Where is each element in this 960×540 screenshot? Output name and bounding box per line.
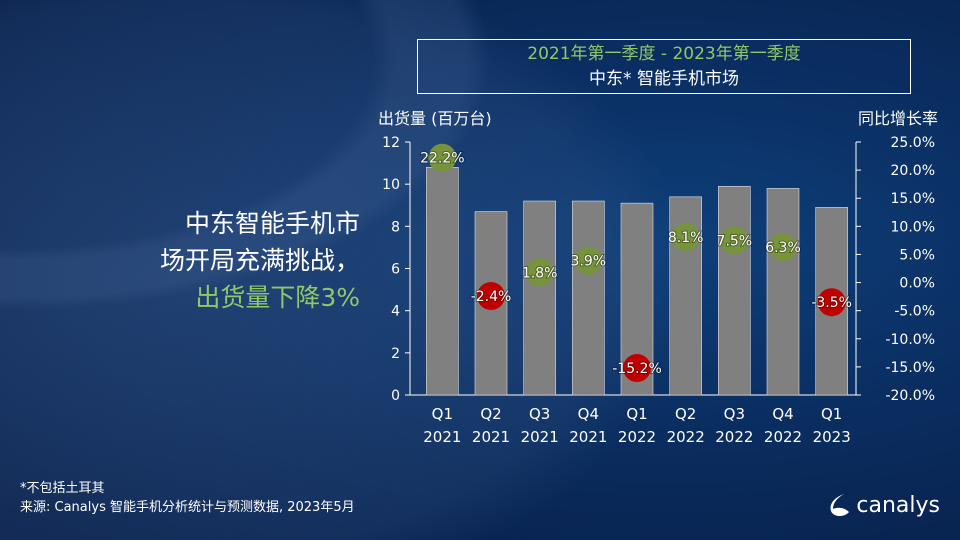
y-tick-label: 2 xyxy=(391,346,400,362)
growth-marker xyxy=(428,143,457,172)
logo-text: canalys xyxy=(856,492,940,518)
y2-tick-label: -20.0% xyxy=(885,388,935,404)
y2-tick-label: -10.0% xyxy=(885,332,935,348)
y2-tick-label: 10.0% xyxy=(891,219,935,235)
x-tick-label: Q2 xyxy=(480,405,501,423)
x-tick-label: 2022 xyxy=(618,428,656,446)
y-tick-label: 10 xyxy=(382,177,400,193)
x-tick-label: 2021 xyxy=(423,428,461,446)
source-note: 来源: Canalys 智能手机分析统计与预测数据, 2023年5月 xyxy=(20,500,355,515)
x-tick-label: 2021 xyxy=(569,428,607,446)
bar xyxy=(718,185,751,396)
growth-data-label: 1.8% xyxy=(522,265,558,281)
growth-marker xyxy=(720,226,749,255)
growth-marker xyxy=(817,288,846,317)
y2-tick-label: 0.0% xyxy=(899,276,935,292)
chart-title-box: 2021年第一季度 - 2023年第一季度 中东* 智能手机市场 xyxy=(417,39,911,94)
chart-title: 中东* 智能手机市场 xyxy=(589,69,739,89)
x-tick-label: 2022 xyxy=(667,428,705,446)
bar xyxy=(426,167,459,396)
y-tick-label: 4 xyxy=(391,304,400,320)
x-tick-label: Q1 xyxy=(626,405,647,423)
x-tick-label: 2021 xyxy=(521,428,559,446)
y2-tick-label: -15.0% xyxy=(885,360,935,376)
growth-marker xyxy=(525,258,554,287)
y2-tick-label: -5.0% xyxy=(894,304,935,320)
y-tick-label: 0 xyxy=(391,388,400,404)
bar xyxy=(766,188,800,396)
x-tick-label: 2021 xyxy=(472,428,510,446)
growth-data-label: -2.4% xyxy=(471,289,512,305)
growth-marker xyxy=(769,233,797,262)
x-tick-label: 2023 xyxy=(813,428,851,446)
x-tick-label: Q3 xyxy=(724,405,745,423)
headline: 中东智能手机市 场开局充满挑战， 出货量下降3% xyxy=(40,205,360,316)
bar xyxy=(523,200,556,396)
x-tick-label: 2022 xyxy=(715,428,753,446)
canalys-logo-icon xyxy=(830,494,850,517)
y2-tick-label: 25.0% xyxy=(891,135,935,151)
x-tick-label: Q4 xyxy=(772,405,793,423)
x-tick-label: Q2 xyxy=(675,405,696,423)
growth-marker xyxy=(574,246,603,275)
y2-tick-label: 15.0% xyxy=(891,191,935,207)
y-tick-label: 6 xyxy=(391,262,400,278)
growth-data-label: 6.3% xyxy=(765,240,801,256)
x-tick-label: Q4 xyxy=(578,405,599,423)
footnote: *不包括土耳其 xyxy=(20,481,105,496)
y-tick-label: 12 xyxy=(382,135,400,151)
footer: *不包括土耳其 来源: Canalys 智能手机分析统计与预测数据, 2023年… xyxy=(20,479,580,517)
x-tick-label: Q1 xyxy=(821,405,842,423)
growth-marker xyxy=(671,223,700,252)
growth-marker xyxy=(623,354,651,383)
headline-line: 场开局充满挑战， xyxy=(159,246,360,275)
bar xyxy=(572,200,605,396)
growth-data-label: 8.1% xyxy=(668,230,704,246)
y2-axis-label: 同比增长率 xyxy=(858,109,938,128)
y2-tick-label: 20.0% xyxy=(891,163,935,179)
growth-data-label: -15.2% xyxy=(612,361,662,377)
x-tick-label: 2022 xyxy=(764,428,802,446)
growth-data-label: 7.5% xyxy=(717,233,753,249)
growth-data-label: -3.5% xyxy=(811,295,852,311)
y-tick-label: 8 xyxy=(391,219,400,235)
growth-data-label: 3.9% xyxy=(571,254,607,270)
canalys-logo: canalys xyxy=(827,492,940,518)
y2-tick-label: 5.0% xyxy=(899,247,935,263)
headline-line: 中东智能手机市 xyxy=(184,209,360,238)
y-axis-label: 出货量 (百万台) xyxy=(378,109,492,128)
x-tick-label: Q1 xyxy=(432,405,453,423)
growth-marker xyxy=(477,282,505,311)
x-tick-label: Q3 xyxy=(529,405,550,423)
growth-data-label: 22.2% xyxy=(420,151,464,167)
headline-highlight: 出货量下降3% xyxy=(195,283,360,312)
chart-period: 2021年第一季度 - 2023年第一季度 xyxy=(527,44,801,64)
